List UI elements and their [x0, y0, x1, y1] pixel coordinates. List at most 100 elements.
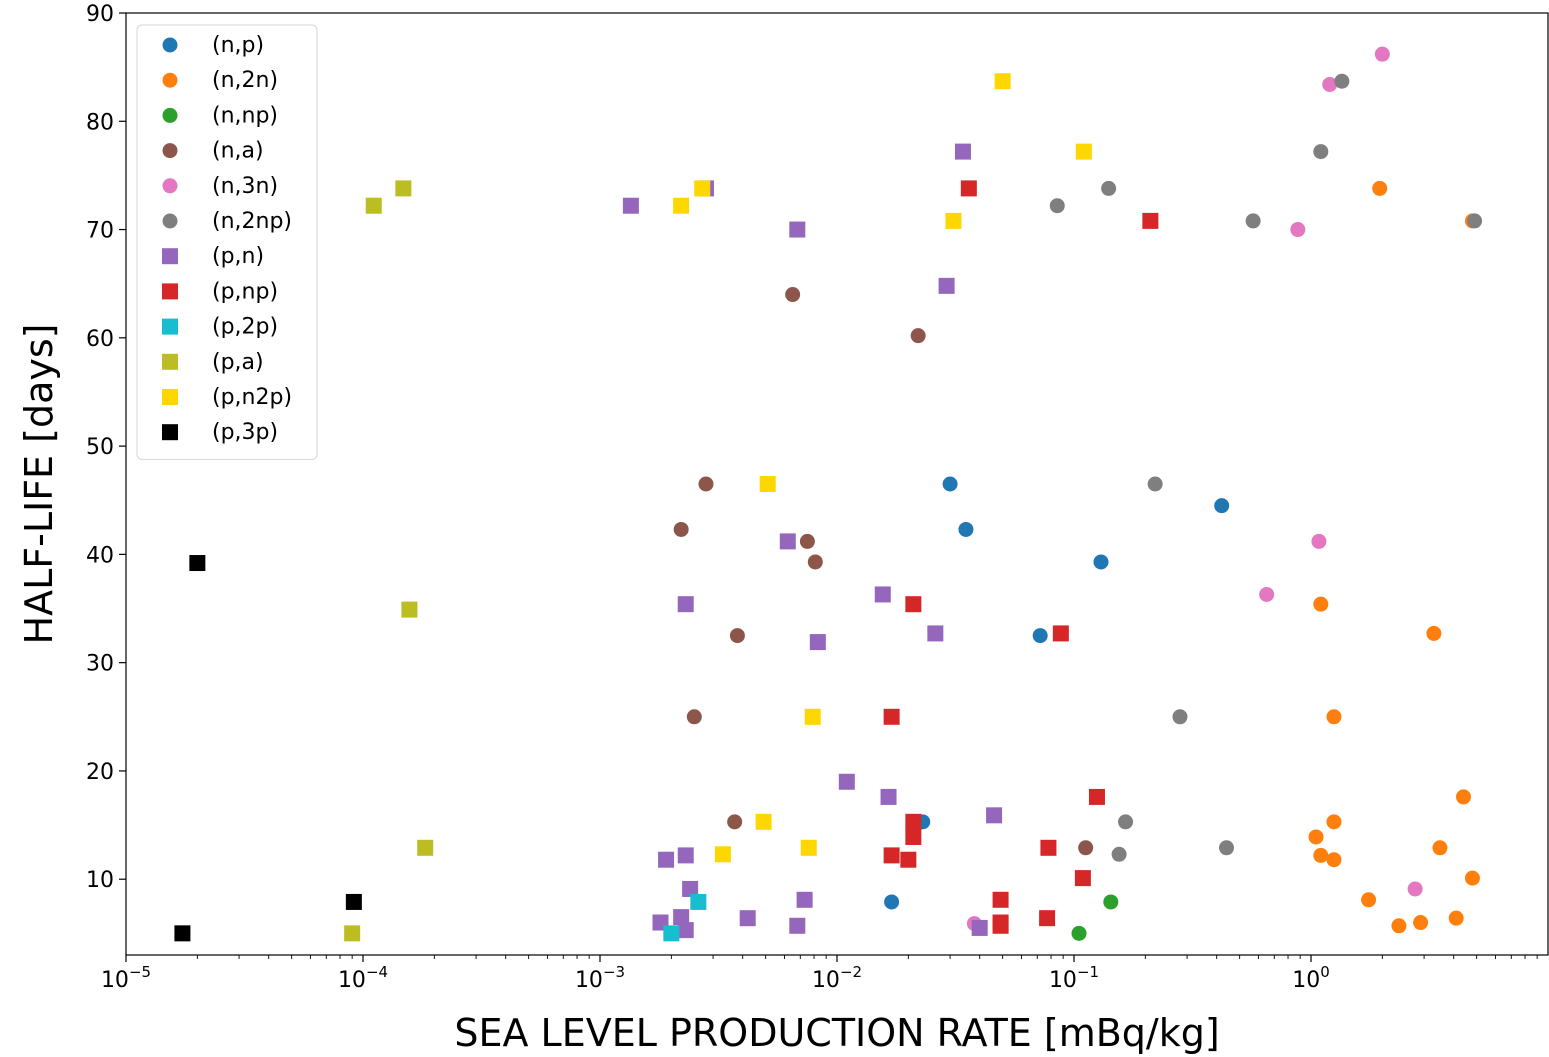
data-point — [677, 596, 694, 613]
series-2 — [1071, 894, 1119, 941]
data-point — [755, 813, 772, 830]
x-tick-label: 10−1 — [1049, 963, 1099, 993]
x-axis: 10−5 10−4 10−3 10−2 10−1 100 — [101, 955, 1538, 993]
legend-label: (p,2p) — [212, 315, 278, 340]
data-point — [698, 476, 714, 492]
data-point — [1391, 918, 1407, 934]
legend-label: (n,a) — [212, 139, 264, 164]
y-tick-label: 10 — [86, 868, 114, 893]
data-point — [401, 601, 418, 618]
data-point — [677, 847, 694, 864]
x-tick-base: 10 — [1049, 968, 1077, 993]
legend-label: (n,2n) — [212, 68, 278, 93]
series-6 — [622, 143, 1003, 939]
x-tick-label: 10−4 — [338, 963, 388, 993]
data-point — [1074, 870, 1091, 887]
data-point — [1103, 894, 1119, 910]
data-point — [729, 628, 745, 644]
data-point — [1290, 222, 1306, 238]
legend-marker — [162, 72, 178, 88]
data-point — [1372, 180, 1388, 196]
series-4 — [966, 46, 1423, 932]
plot-area — [125, 12, 1549, 956]
data-point — [954, 143, 971, 160]
x-tick-base: 10 — [812, 968, 840, 993]
data-point — [1334, 73, 1350, 89]
x-tick-exponent: 0 — [1320, 963, 1330, 981]
data-point — [1361, 892, 1377, 908]
y-tick-label: 90 — [86, 2, 114, 27]
data-point — [796, 891, 813, 908]
data-point — [673, 197, 690, 214]
data-points — [174, 46, 1483, 942]
data-point — [417, 839, 434, 856]
data-point — [682, 880, 699, 897]
data-point — [174, 925, 191, 942]
data-point — [677, 922, 694, 939]
data-point — [1142, 212, 1159, 229]
data-point — [927, 625, 944, 642]
y-tick-label: 20 — [86, 760, 114, 785]
data-point — [673, 521, 689, 537]
x-tick-base: 10 — [1292, 968, 1320, 993]
legend-marker — [162, 353, 178, 370]
series-11 — [174, 555, 362, 942]
series-3 — [673, 287, 1094, 856]
legend-label: (n,np) — [212, 103, 278, 128]
legend-marker — [162, 318, 178, 335]
x-tick-base: 10 — [338, 968, 366, 993]
legend-label: (p,a) — [212, 350, 264, 375]
data-point — [189, 555, 206, 572]
data-point — [799, 533, 815, 549]
data-point — [1111, 846, 1127, 862]
data-point — [1071, 925, 1087, 941]
data-point — [1093, 554, 1109, 570]
data-point — [1467, 213, 1483, 229]
legend-label: (n,p) — [212, 33, 264, 58]
data-point — [789, 221, 806, 238]
data-point — [1032, 628, 1048, 644]
y-tick-label: 30 — [86, 652, 114, 677]
data-point — [800, 839, 817, 856]
data-point — [992, 891, 1009, 908]
data-point — [1407, 881, 1423, 897]
data-point — [345, 893, 362, 910]
x-tick-exponent: −2 — [840, 963, 862, 981]
plot-frame — [125, 12, 1549, 956]
data-point — [1088, 788, 1105, 805]
data-point — [938, 277, 955, 294]
data-point — [884, 894, 900, 910]
data-point — [694, 180, 711, 197]
data-point — [880, 788, 897, 805]
legend-marker — [162, 178, 178, 194]
legend-marker — [162, 283, 178, 300]
data-point — [785, 287, 801, 303]
data-point — [1313, 847, 1329, 863]
legend-label: (p,n) — [212, 244, 264, 269]
y-axis: 10 20 30 40 50 60 70 80 90 — [86, 2, 126, 893]
x-tick-exponent: −3 — [603, 963, 625, 981]
x-tick-label: 10−5 — [101, 963, 151, 993]
y-tick-label: 80 — [86, 110, 114, 135]
series-1 — [1308, 180, 1480, 934]
data-point — [789, 917, 806, 934]
data-point — [779, 533, 796, 550]
y-tick-label: 40 — [86, 543, 114, 568]
data-point — [1218, 840, 1234, 856]
data-point — [1432, 840, 1448, 856]
data-point — [986, 807, 1003, 824]
data-point — [958, 521, 974, 537]
x-axis-title: SEA LEVEL PRODUCTION RATE [mBq/kg] — [454, 1011, 1219, 1055]
data-point — [365, 197, 382, 214]
data-point — [1326, 709, 1342, 725]
legend: (n,p) (n,2n) (n,np) (n,a) (n,3n) (n,2np) (p,n)… — [136, 24, 318, 460]
data-point — [807, 554, 823, 570]
series-8 — [663, 893, 707, 942]
y-tick-label: 70 — [86, 219, 114, 244]
data-point — [945, 212, 962, 229]
data-point — [971, 919, 988, 936]
x-tick-label: 10−2 — [812, 963, 862, 993]
data-point — [759, 476, 776, 492]
data-point — [1308, 829, 1324, 845]
data-point — [663, 925, 680, 942]
